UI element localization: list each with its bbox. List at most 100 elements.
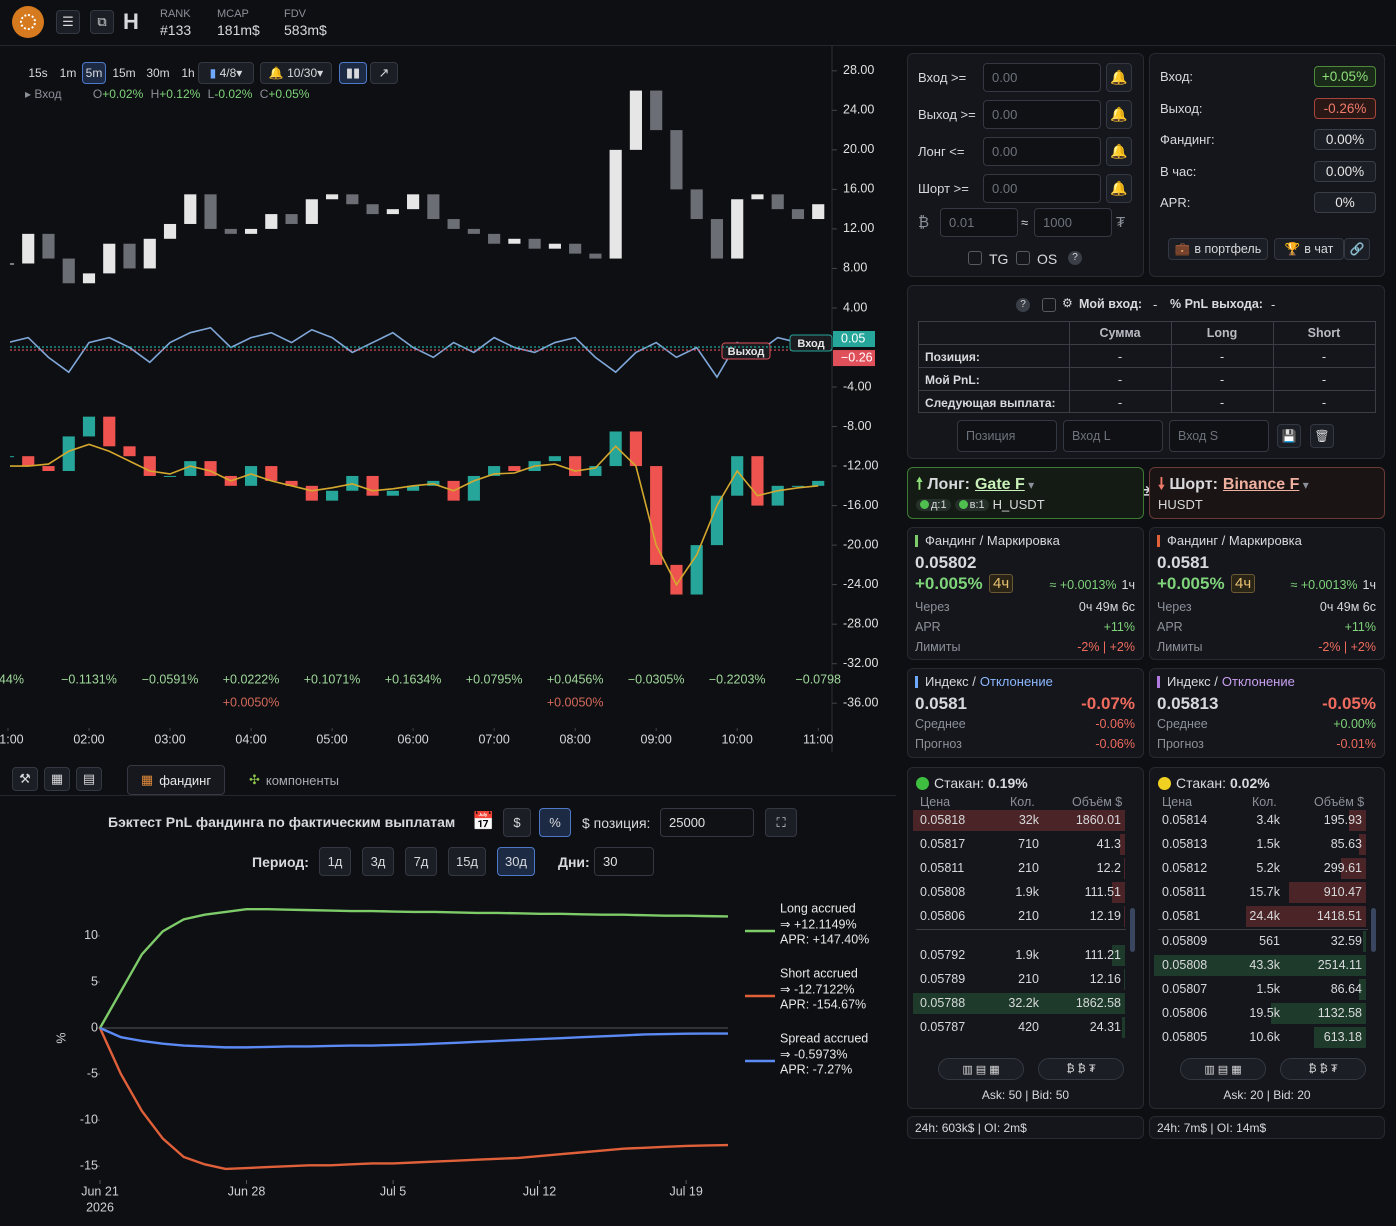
book-volume: 299.61 <box>1323 861 1362 875</box>
book-price: 0.05789 <box>920 972 966 986</box>
view-toggle[interactable]: ▥ ▤ ▦ <box>938 1058 1024 1080</box>
candle <box>690 545 703 595</box>
leg-direction: Шорт: <box>1169 476 1218 493</box>
period-button[interactable]: 3д <box>362 847 394 876</box>
candle <box>751 194 764 200</box>
total-input[interactable]: 1000 <box>1034 208 1112 237</box>
position-input[interactable]: Позиция <box>957 420 1057 452</box>
alert-bell[interactable]: 🔔 <box>1106 174 1132 203</box>
candles-mode[interactable]: ▮▮ <box>339 62 367 84</box>
volume-bar <box>1289 882 1366 903</box>
calendar-icon[interactable]: 📅 <box>472 811 495 831</box>
summary-button[interactable]: 🏆 в чат <box>1274 238 1344 260</box>
os-checkbox[interactable] <box>1016 251 1030 265</box>
period-button[interactable]: 7д <box>405 847 437 876</box>
leg-panel[interactable]: 🠗 Шорт: Binance F ▾ HUSDT <box>1149 467 1385 519</box>
series-line <box>10 443 819 587</box>
delete-button[interactable]: 🗑 <box>1310 424 1334 448</box>
amount-input[interactable]: 0.01 <box>940 208 1018 237</box>
layout-button[interactable]: ▦ <box>44 767 70 791</box>
book-qty: 32k <box>1018 813 1039 827</box>
leg-panel[interactable]: 🠕 Лонг: Gate F ▾ д:1 в:1 H_USDT <box>907 467 1144 519</box>
alert-placeholder: 0.00 <box>992 181 1018 196</box>
unit-toggle[interactable]: ₿ ₿ ₮ <box>1038 1058 1124 1080</box>
period-button[interactable]: 1д <box>319 847 351 876</box>
view-toggle[interactable]: ▥ ▤ ▦ <box>1180 1058 1266 1080</box>
book-qty: 10.6k <box>1249 1030 1280 1044</box>
interval-button[interactable]: 1h <box>181 66 195 80</box>
unit-toggle[interactable]: ₿ ₿ ₮ <box>1280 1058 1366 1080</box>
book-volume: 111.51 <box>1084 885 1121 899</box>
tools-button[interactable]: ⚒ <box>12 767 38 791</box>
days-input[interactable]: 30 <box>594 847 654 876</box>
entry-checkbox[interactable] <box>1042 298 1056 312</box>
volume-bar <box>1112 882 1125 903</box>
candle <box>244 466 258 486</box>
unit-button[interactable]: $ <box>503 808 531 837</box>
candle <box>10 263 15 265</box>
legend-summary: ⇒ +12.1149% <box>780 917 857 931</box>
interval-button[interactable]: 15s <box>28 66 48 80</box>
interval-button[interactable]: 5m <box>82 62 106 84</box>
candle <box>710 495 724 546</box>
volume-bar <box>1154 955 1366 976</box>
alert-input[interactable]: 0.00 <box>983 174 1101 203</box>
leg-exchange[interactable]: Gate F <box>974 476 1025 493</box>
period-button[interactable]: 30д <box>497 847 535 876</box>
logo[interactable] <box>12 6 44 38</box>
leg-badge: в:1 <box>954 498 989 511</box>
period-button[interactable]: 15д <box>448 847 486 876</box>
indicators-button[interactable]: ▮ 4/8 ▾ <box>198 62 254 84</box>
link-button[interactable]: 🔗 <box>1344 238 1370 260</box>
book-price: 0.05806 <box>920 909 966 923</box>
menu-button[interactable]: ☰ <box>56 10 80 34</box>
book-button[interactable]: ▤ <box>76 767 102 791</box>
candle <box>508 466 521 472</box>
tab[interactable]: ▦ фандинг <box>127 765 225 795</box>
save-button[interactable]: 💾 <box>1277 424 1301 448</box>
alert-bell[interactable]: 🔔 <box>1106 100 1132 129</box>
alert-input[interactable]: 0.00 <box>983 137 1101 166</box>
alert-bell[interactable]: 🔔 <box>1106 137 1132 166</box>
alert-bell[interactable]: 🔔 <box>1106 63 1132 92</box>
x-tick-label: 02:00 <box>73 732 104 746</box>
help-icon[interactable]: ? <box>1016 298 1030 312</box>
candle <box>609 431 622 467</box>
position-input[interactable]: Вход S <box>1169 420 1269 452</box>
interval-button[interactable]: 1m <box>59 66 77 80</box>
order-book: Стакан: 0.02% Цена Кол. Объём $ 0.05814 3.4k 19… <box>1149 767 1385 1109</box>
candle <box>305 485 318 501</box>
mark-price: 0.05802 <box>915 553 977 572</box>
summary-button[interactable]: 💼 в портфель <box>1168 238 1268 260</box>
table-cell: - <box>1321 395 1327 410</box>
volume-bar <box>1358 979 1366 1000</box>
alert-input[interactable]: 0.00 <box>983 100 1101 129</box>
book-separator <box>1158 929 1368 930</box>
position-input[interactable]: Вход L <box>1063 420 1163 452</box>
book-volume: 41.3 <box>1096 837 1121 851</box>
candle <box>143 456 156 476</box>
candle <box>123 446 136 457</box>
summary-button-icon: 🏆 <box>1284 241 1301 256</box>
leg-exchange[interactable]: Binance F <box>1222 476 1300 493</box>
y-tick-label: 20.00 <box>843 142 874 156</box>
interval-button[interactable]: 15m <box>112 66 136 80</box>
tab[interactable]: ✣ компоненты <box>239 765 349 795</box>
fullscreen-button[interactable]: ⛶ <box>765 808 797 837</box>
unit-button[interactable]: % <box>539 808 571 837</box>
leg-arrow: 🠕 <box>916 476 928 493</box>
table-cell: - <box>1117 395 1123 410</box>
index-card: Индекс / Отклонение 0.05813 -0.05% Среднее +0… <box>1149 668 1385 758</box>
line-mode[interactable]: ↗ <box>370 62 398 84</box>
help-icon[interactable]: ? <box>1068 251 1082 265</box>
position-input[interactable]: 25000 <box>660 808 754 837</box>
interval-button[interactable]: 30m <box>146 66 170 80</box>
legend-c-val: +0.05% <box>268 87 310 101</box>
tg-checkbox[interactable] <box>968 251 982 265</box>
alert-input[interactable]: 0.00 <box>983 63 1101 92</box>
alerts-button[interactable]: 🔔 10/30 ▾ <box>260 62 332 84</box>
candle <box>569 456 582 476</box>
candle <box>386 490 399 496</box>
amount-value: 0.01 <box>949 215 975 230</box>
copy-button[interactable]: ⧉ <box>90 10 114 34</box>
